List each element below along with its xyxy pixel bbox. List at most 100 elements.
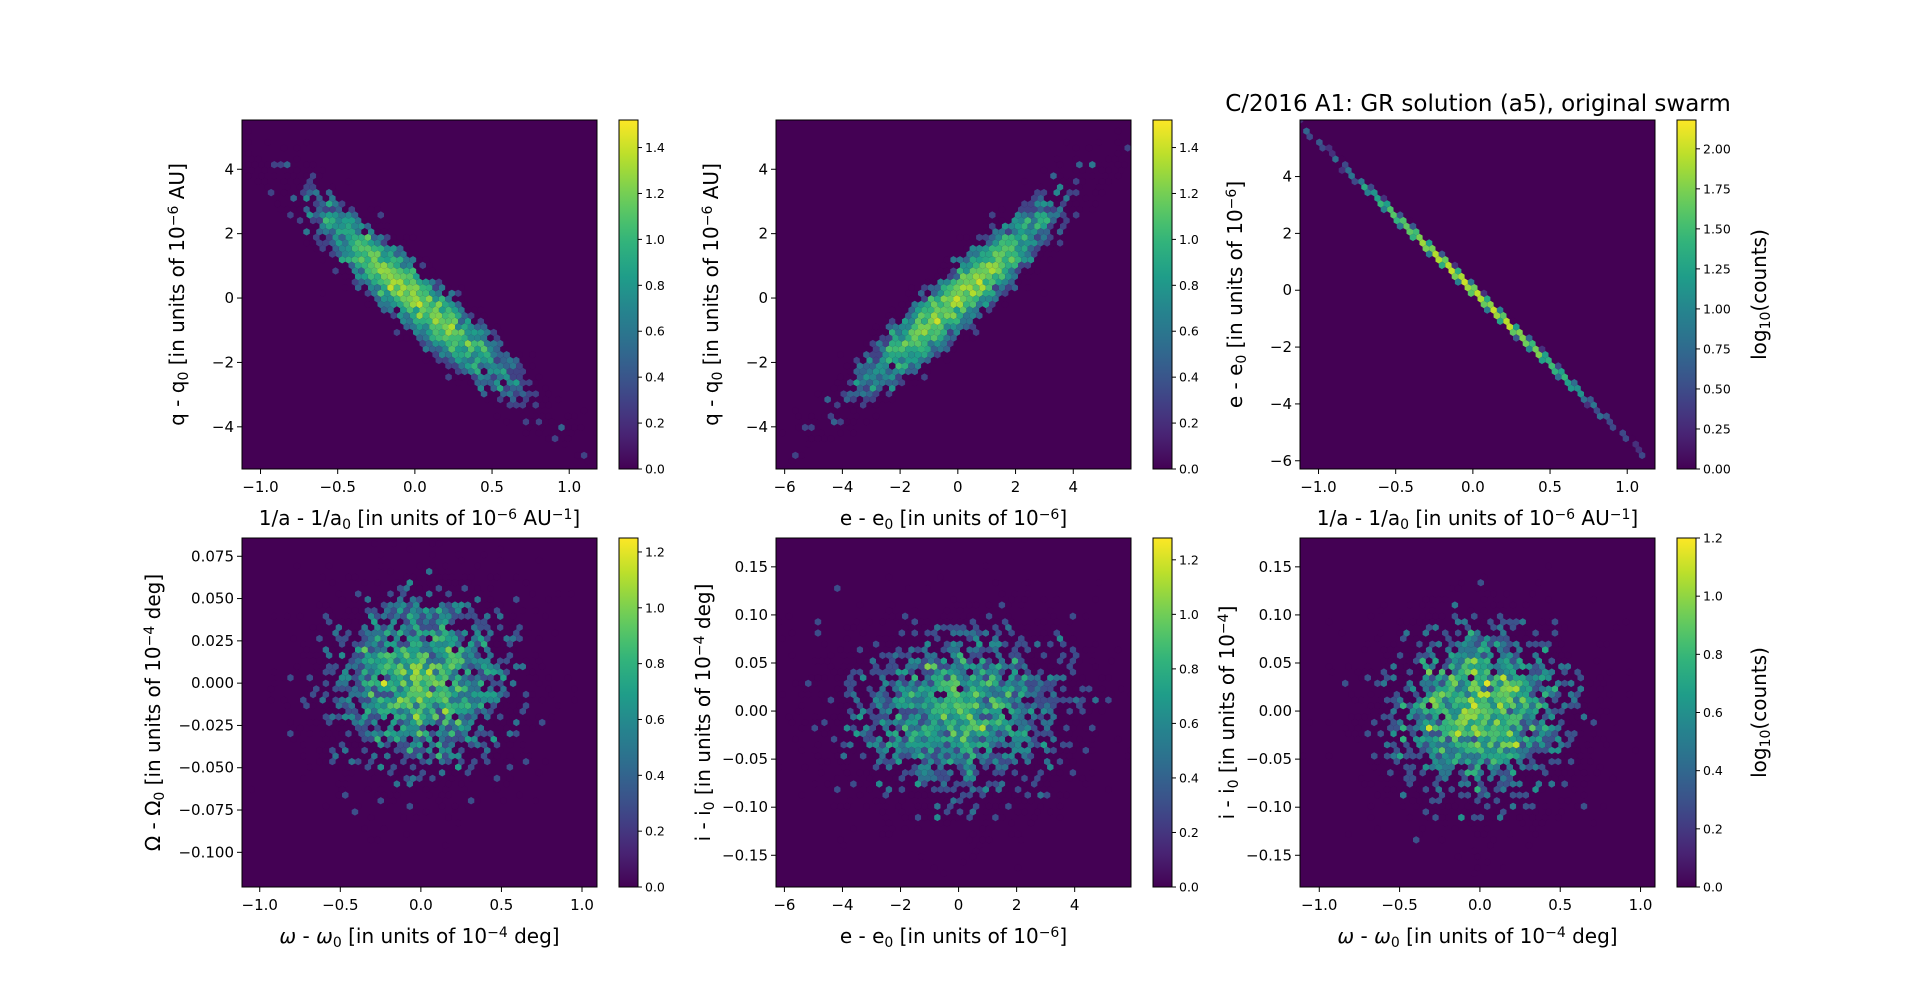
hexbin-cell [979, 261, 986, 270]
hexbin-cell [1390, 662, 1397, 671]
hexbin-cell [1422, 763, 1430, 771]
hexbin-cell [487, 696, 494, 704]
hexbin-cell [956, 300, 964, 309]
hexbin-cell [455, 289, 462, 297]
hexbin-cell [1513, 629, 1520, 637]
hexbin-cell [1105, 696, 1112, 704]
hexbin-cell [1474, 640, 1481, 648]
hexbin-cell [872, 412, 880, 420]
hexbin-cell [863, 724, 870, 732]
hexbin-cell [908, 757, 915, 766]
hexbin-cell [1500, 741, 1507, 749]
colorbar: 0.00.20.40.60.81.01.21.4 [618, 119, 665, 477]
hexbin-cell [516, 351, 523, 359]
hexbin-cell [564, 434, 572, 443]
hexbin-cell [422, 718, 430, 727]
hexbin-cell [956, 662, 964, 671]
hexbin-cell [979, 702, 986, 710]
hexbin-cell [464, 690, 472, 699]
hexbin-cell [516, 791, 523, 799]
hexbin-cell [1606, 690, 1613, 699]
hexbin-cell [1596, 412, 1604, 420]
hexbin-cell [1371, 188, 1378, 197]
hexbin-cell [1461, 707, 1468, 715]
hexbin-cell [1493, 640, 1501, 648]
hexbin-cell [422, 808, 430, 816]
hexbin-cell [1040, 763, 1048, 771]
hexbin-cell [1082, 646, 1089, 654]
hexbin-cell [1400, 802, 1407, 810]
hexbin-cell [895, 702, 902, 710]
hexbin-cell [940, 746, 947, 755]
hexbin-cell [921, 735, 928, 743]
hexbin-cell [293, 177, 301, 186]
hexbin-cell [1037, 668, 1044, 676]
hexbin-cell [1060, 696, 1067, 704]
hexbin-cell [377, 562, 384, 570]
hexbin-cell [1014, 244, 1022, 253]
hexbin-cell [442, 674, 449, 682]
hexbin-cell [1509, 780, 1517, 788]
hexbin-cell [1577, 752, 1584, 760]
hexbin-cell [1053, 707, 1060, 715]
hexbin-cell [1584, 774, 1591, 783]
hexbin-cell [371, 696, 378, 704]
hexbin-cell [1503, 679, 1510, 688]
hexbin-cell [338, 651, 346, 660]
hexbin-cell [1413, 228, 1420, 236]
hexbin-cell [1056, 813, 1064, 822]
hexbin-cell [509, 373, 517, 381]
hexbin-cell [1558, 640, 1565, 648]
hexbin-cell [432, 646, 439, 654]
hexbin-cell [271, 679, 278, 688]
hexbin-cell [377, 685, 384, 693]
x-tick-label: 1.0 [1629, 896, 1653, 914]
hexbin-cell [338, 211, 346, 219]
hexbin-cell [406, 317, 413, 325]
hexbin-cell [361, 724, 368, 732]
hexbin-cell [843, 702, 851, 710]
y-tick-label: −2 [1270, 338, 1292, 356]
hexbin-cell [985, 836, 993, 844]
hexbin-cell [834, 674, 841, 682]
hexbin-cell [422, 752, 430, 760]
hexbin-cell [1532, 819, 1539, 827]
hexbin-cell [445, 590, 452, 598]
hexbin-cell [377, 741, 384, 749]
hexbin-cell [1464, 769, 1471, 777]
hexbin-cell [445, 579, 452, 587]
hexbin-cell [1416, 662, 1423, 671]
hexbin-cell [374, 634, 381, 643]
hexbin-cell [1040, 729, 1048, 738]
hexbin-cell [351, 707, 359, 715]
hexbin-cell [998, 216, 1006, 225]
hexbin-cell [882, 702, 889, 710]
hexbin-cell [1024, 646, 1031, 654]
label-segment: AU] [165, 163, 189, 205]
hexbin-cell [863, 735, 870, 743]
hexbin-cell [380, 746, 388, 755]
hexbin-cell [1474, 729, 1481, 738]
hexbin-cell [1464, 746, 1471, 755]
hexbin-cell [1005, 250, 1012, 258]
hexbin-cell [947, 702, 954, 710]
hexbin-cell [966, 295, 973, 303]
label-segment: 0 [702, 801, 718, 810]
hexbin-cell [1500, 674, 1507, 682]
hexbin-cell [940, 634, 947, 643]
hexbin-cell [872, 674, 880, 682]
hexbin-cell [426, 328, 433, 337]
hexbin-cell [1014, 718, 1022, 727]
hexbin-cell [455, 640, 462, 648]
hexbin-cell [918, 289, 925, 297]
hexbin-cell [943, 345, 951, 353]
hexbin-cell [384, 685, 391, 693]
hexbin-cell [1567, 679, 1575, 688]
hexbin-cell [1419, 702, 1426, 710]
hexbin-cell [1525, 696, 1533, 704]
hexbin-cell [338, 785, 346, 794]
hexbin-cell [1005, 791, 1012, 799]
hexbin-cell [1525, 841, 1533, 850]
hexbin-cell [529, 590, 536, 598]
hexbin-cell [1548, 690, 1555, 699]
